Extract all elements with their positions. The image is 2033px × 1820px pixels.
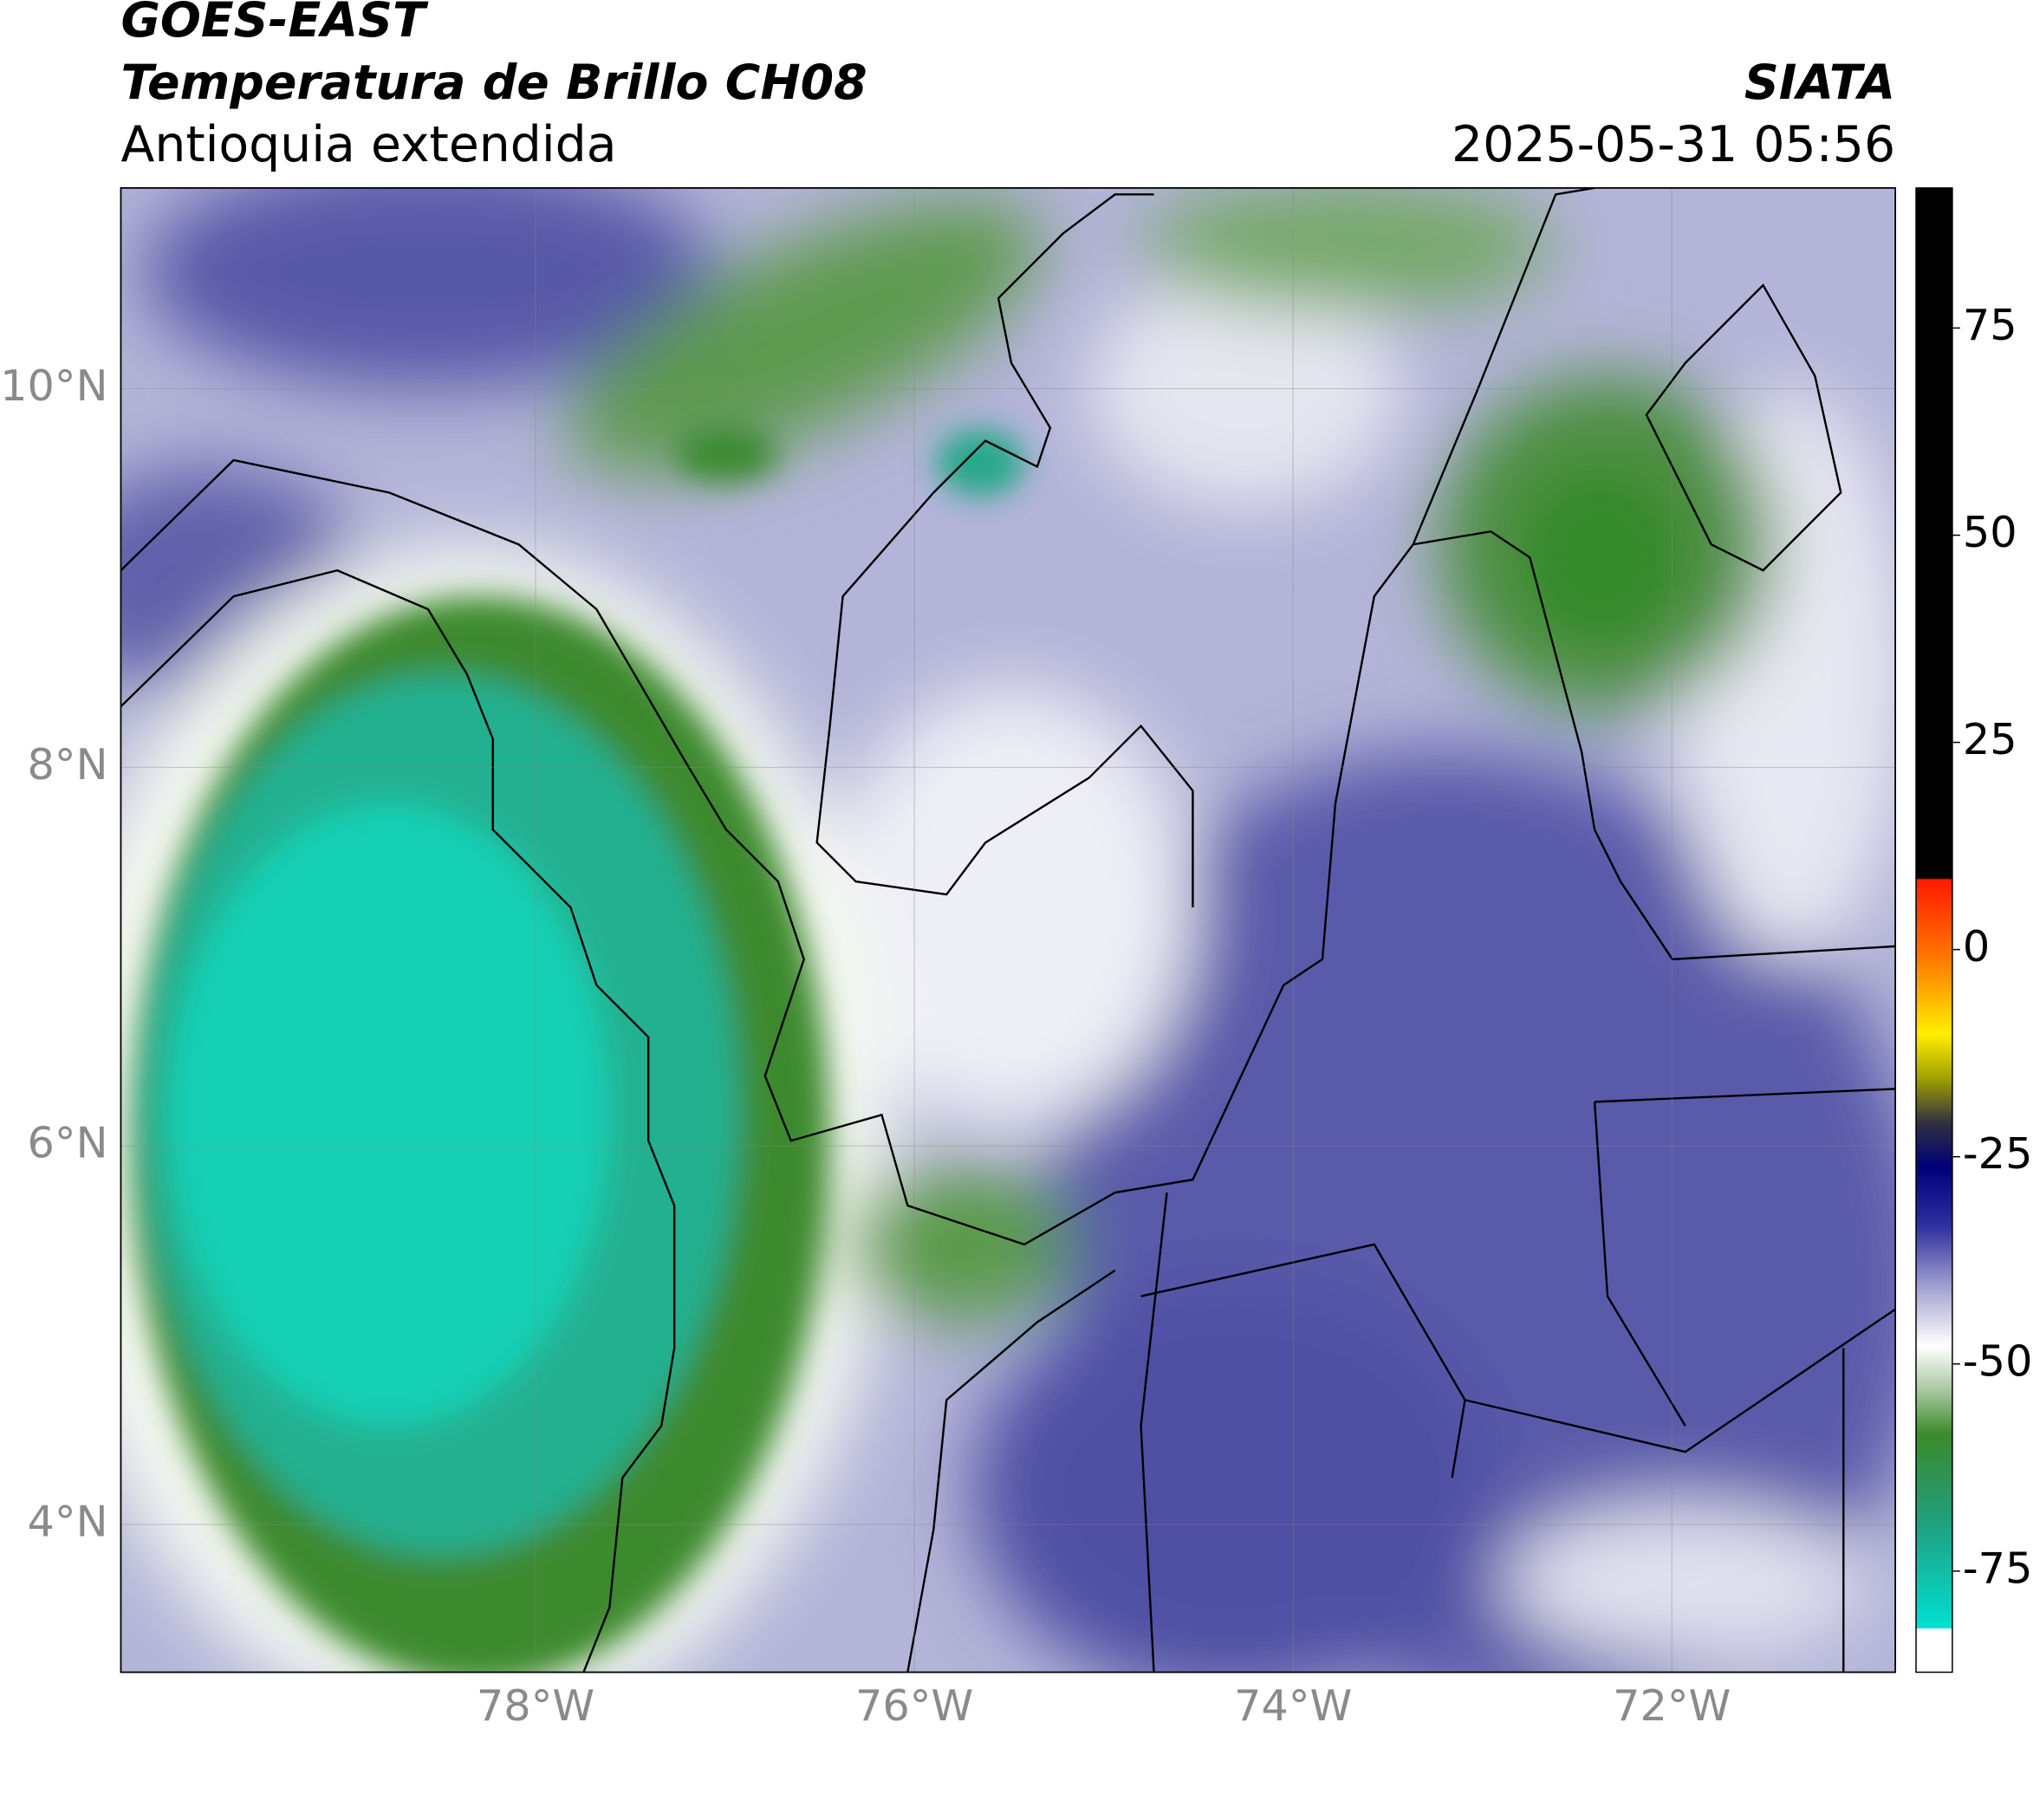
lat-tick-label: 10°N [0, 361, 107, 411]
title-product: Temperatura de Brillo CH08 [120, 55, 867, 111]
lat-tick-label: 4°N [28, 1497, 108, 1547]
lon-tick-label: 72°W [1613, 1680, 1731, 1731]
title-satellite: GOES-EAST [120, 0, 429, 49]
subtitle-region: Antioquia extendida [120, 116, 616, 173]
colorbar [1915, 187, 1953, 1674]
lon-tick-label: 78°W [477, 1680, 594, 1731]
map-frame [120, 186, 1896, 1674]
colorbar-tick-label: 75 [1963, 300, 2017, 350]
colorbar-tick-label: -25 [1963, 1128, 2033, 1179]
colorbar-tick-label: -75 [1963, 1543, 2033, 1593]
map-imagery [120, 187, 1896, 1673]
lon-tick-label: 76°W [855, 1680, 973, 1731]
datetime-label: 2025-05-31 05:56 [1452, 116, 1895, 173]
borders [120, 187, 1896, 1673]
graticule [120, 187, 1896, 1673]
source-label: SIATA [1744, 55, 1895, 111]
lat-tick-label: 8°N [28, 739, 108, 790]
colorbar-tick-label: -50 [1963, 1336, 2033, 1386]
colorbar-tick-label: 25 [1963, 714, 2017, 764]
lon-tick-label: 74°W [1234, 1680, 1352, 1731]
lat-tick-label: 6°N [28, 1118, 108, 1168]
colorbar-tick-label: 0 [1963, 921, 1990, 972]
colorbar-tick-label: 50 [1963, 507, 2017, 557]
